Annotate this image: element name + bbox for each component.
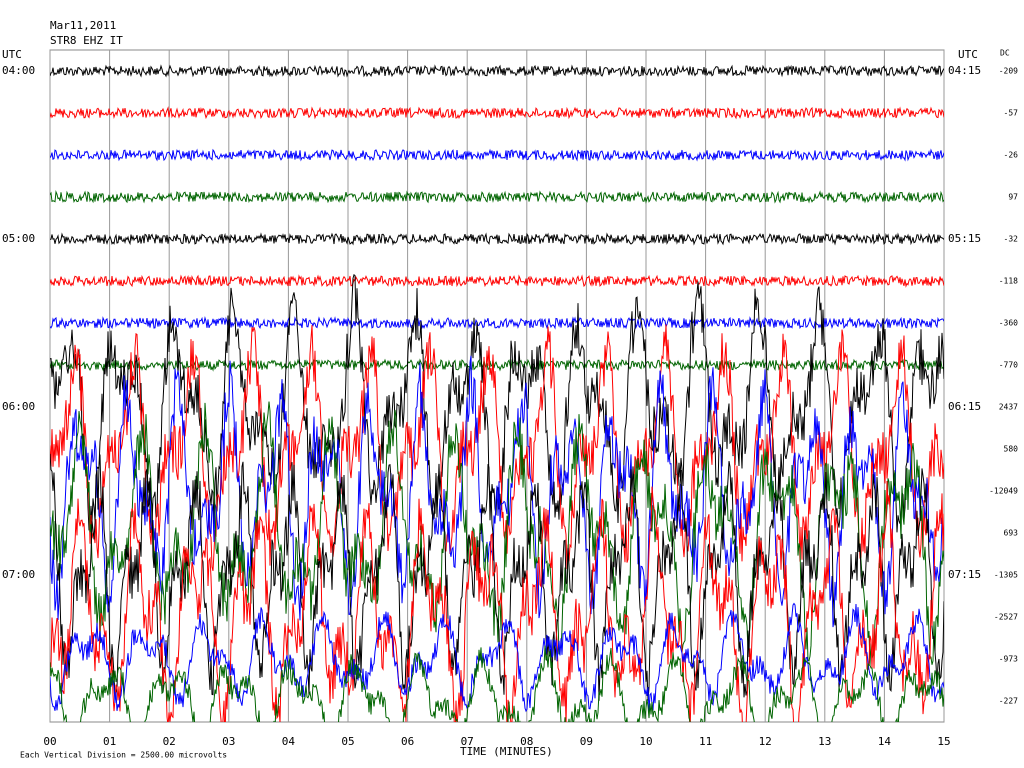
- seismic-trace: [50, 453, 944, 701]
- left-time-label: 05:00: [2, 232, 35, 245]
- dc-value: 2437: [999, 403, 1018, 412]
- x-tick-label: 12: [759, 735, 772, 748]
- x-tick-label: 07: [461, 735, 474, 748]
- seismic-trace: [50, 645, 944, 722]
- x-tick-label: 00: [43, 735, 56, 748]
- x-tick-label: 01: [103, 735, 116, 748]
- dc-value: 97: [1008, 193, 1018, 202]
- x-tick-label: 11: [699, 735, 712, 748]
- x-tick-label: 08: [520, 735, 533, 748]
- left-unit: UTC: [2, 48, 22, 61]
- seismic-trace: [50, 480, 944, 722]
- right-time-label: 06:15: [948, 400, 981, 413]
- left-time-label: 07:00: [2, 568, 35, 581]
- dc-value: -360: [999, 319, 1018, 328]
- right-time-label: 04:15: [948, 64, 981, 77]
- footnote: Each Vertical Division = 2500.00 microvo…: [20, 751, 227, 760]
- x-tick-label: 09: [580, 735, 593, 748]
- x-tick-label: 13: [818, 735, 831, 748]
- right-unit: UTC: [958, 48, 978, 61]
- seismic-trace: [50, 232, 944, 246]
- x-tick-label: 04: [282, 735, 296, 748]
- dc-value: -2527: [994, 613, 1018, 622]
- x-tick-label: 05: [341, 735, 354, 748]
- dc-value: -1305: [994, 571, 1018, 580]
- dc-value: 580: [1004, 445, 1019, 454]
- x-tick-label: 14: [878, 735, 892, 748]
- seismic-trace: [50, 316, 944, 330]
- seismic-trace: [50, 106, 944, 120]
- seismic-trace: [50, 358, 944, 372]
- dc-value: -118: [999, 277, 1018, 286]
- x-tick-label: 02: [163, 735, 176, 748]
- x-tick-label: 15: [937, 735, 950, 748]
- dc-value: -209: [999, 67, 1018, 76]
- seismic-trace: [50, 602, 944, 713]
- x-tick-label: 10: [639, 735, 652, 748]
- traces: [50, 64, 944, 722]
- right-time-label: 07:15: [948, 568, 981, 581]
- dc-value: -770: [999, 361, 1018, 370]
- left-time-label: 04:00: [2, 64, 35, 77]
- chart-title: Mar11,2011: [50, 19, 116, 32]
- dc-value: -12049: [989, 487, 1018, 496]
- dc-value: -973: [999, 655, 1018, 664]
- dc-value: -57: [1004, 109, 1019, 118]
- chart-subtitle: STR8 EHZ IT: [50, 34, 123, 47]
- dc-value: 693: [1004, 529, 1019, 538]
- seismic-trace: [50, 148, 944, 162]
- seismic-trace: [50, 274, 944, 288]
- right-time-label: 05:15: [948, 232, 981, 245]
- dc-header: DC: [1000, 49, 1010, 58]
- dc-value: -26: [1004, 151, 1019, 160]
- dc-value: -227: [999, 697, 1018, 706]
- seismic-trace: [50, 355, 944, 628]
- left-time-label: 06:00: [2, 400, 35, 413]
- x-tick-label: 03: [222, 735, 235, 748]
- x-tick-label: 06: [401, 735, 414, 748]
- dc-value: -32: [1004, 235, 1019, 244]
- x-axis-label: TIME (MINUTES): [460, 745, 553, 758]
- seismic-trace: [50, 190, 944, 204]
- seismic-trace: [50, 64, 944, 78]
- seismic-trace: [50, 324, 944, 572]
